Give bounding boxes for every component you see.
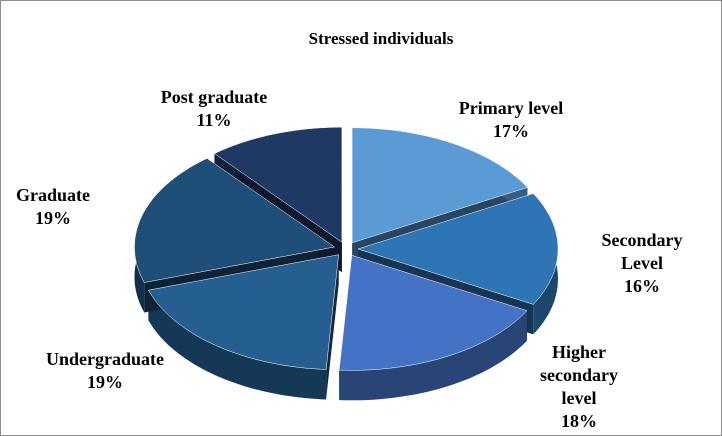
- data-label: Graduate 19%: [3, 184, 103, 230]
- category-label: Secondary Level: [601, 230, 683, 273]
- value-label: 18%: [561, 411, 597, 431]
- category-label: Higher secondary level: [540, 342, 618, 408]
- data-label: Undergraduate 19%: [41, 348, 169, 394]
- slice-wall: [148, 290, 327, 400]
- category-label: Primary level: [458, 98, 564, 118]
- category-label: Undergraduate: [46, 349, 164, 369]
- pie-slice: [213, 126, 343, 243]
- pie-slice: [338, 254, 528, 371]
- value-label: 19%: [87, 372, 123, 392]
- category-label: Graduate: [16, 185, 90, 205]
- pie-slice: [351, 127, 528, 244]
- data-label: Primary level 17%: [441, 97, 581, 143]
- slice-wall: [339, 310, 527, 401]
- data-label: Post graduate 11%: [134, 86, 294, 132]
- category-label: Post graduate: [160, 87, 268, 107]
- pie-slice: [147, 254, 339, 370]
- data-label: Secondary Level 16%: [582, 229, 702, 298]
- slice-side: [326, 254, 339, 400]
- chart-title: Stressed individuals: [308, 29, 454, 48]
- data-label: Higher secondary level 18%: [529, 341, 629, 433]
- value-label: 19%: [35, 208, 71, 228]
- value-label: 11%: [196, 110, 232, 130]
- value-label: 16%: [624, 276, 660, 296]
- pie-slice: [134, 158, 336, 283]
- value-label: 17%: [493, 121, 529, 141]
- pie-slice: [357, 193, 559, 305]
